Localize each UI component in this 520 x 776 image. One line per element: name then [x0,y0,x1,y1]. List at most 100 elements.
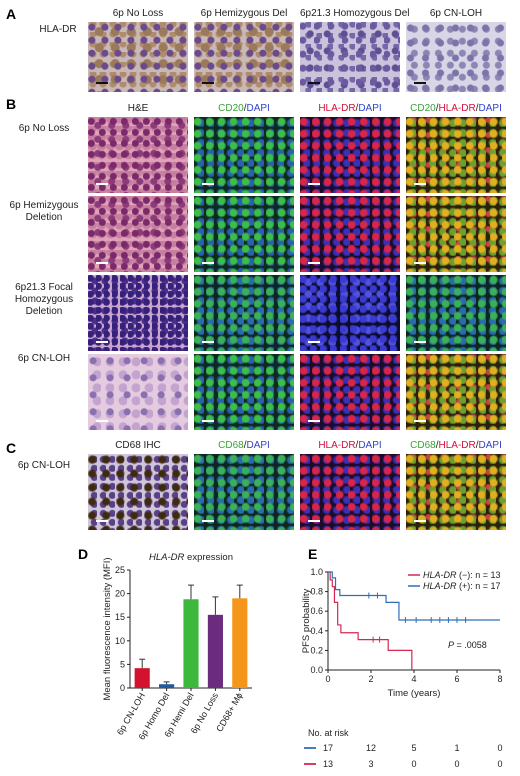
scale-bar [96,341,108,343]
label-cd68: CD68 [410,440,436,451]
panel-label-b: B [6,96,17,112]
panel-b-col-title-merge: CD20/HLA-DR/DAPI [406,103,506,114]
row-label-line: Deletion [25,212,63,223]
label-sep: / [355,103,359,114]
row-label-line: 6p21.3 Focal [15,282,73,293]
label-dapi: DAPI [246,440,270,451]
panel-b-col-title-he: H&E [127,103,149,114]
panel-b-image-he-cnloh [88,354,188,430]
legend-label: HLA-DR (−): n = 13 [423,570,501,580]
panel-label-c: C [6,440,17,456]
panel-b-image-he-homozygous [88,275,188,351]
bar [207,614,223,688]
risk-value: 12 [366,743,376,753]
panel-b-image-merge-homozygous [406,275,506,351]
p-value: P = .0058 [448,640,487,650]
label-cd68: CD68 [218,440,244,451]
panel-label-d: D [78,546,89,562]
label-cd20: CD20 [218,103,244,114]
panel-b-image-cd20-cnloh [194,354,294,430]
y-axis-label: PFS probability [301,589,312,654]
scale-bar [308,341,320,343]
legend-rest: (+): n = 17 [457,581,501,591]
panel-c-image-cd68 [194,454,294,530]
panel-b-image-he-hemizygous [88,196,188,272]
panel-c-col-title-merge: CD68/HLA-DR/DAPI [406,440,506,451]
legend-label: HLA-DR (+): n = 17 [423,581,501,591]
panel-a-image-no-loss [88,22,188,92]
label-hladr: HLA-DR [438,103,476,114]
panel-b-row-label-2: 6p Hemizygous Deletion [2,200,86,224]
y-tick-label: 10 [115,636,125,646]
risk-value: 13 [323,759,333,769]
survival-curve [328,571,500,621]
scale-bar [308,183,320,185]
label-dapi: DAPI [358,440,382,451]
risk-value: 0 [411,759,416,769]
risk-value: 5 [411,743,416,753]
y-tick-label: 5 [120,659,125,669]
label-sep: / [435,103,439,114]
panel-a-image-cnloh [406,22,506,92]
scale-bar [308,262,320,264]
panel-a-col-title-2: 6p Hemizygous Del [200,8,288,19]
label-sep: / [243,103,247,114]
y-tick-label: 0.6 [310,606,323,616]
bar [134,668,150,688]
y-tick-label: 1.0 [310,567,323,577]
panel-b-col-title-hladr: HLA-DR/DAPI [300,103,400,114]
panel-a-col-title-3: 6p21.3 Homozygous Del [300,8,410,19]
panel-a-row-label: HLA-DR [39,24,77,35]
x-tick-label: 6 [454,674,459,684]
legend-rest: (−): n = 13 [457,570,501,580]
row-label-line: Homozygous [14,294,74,305]
scale-bar [414,183,426,185]
x-axis-label: Time (years) [388,688,441,699]
label-hladr: HLA-DR [318,103,356,114]
panel-b-image-cd20-homozygous [194,275,294,351]
panel-b-image-he-no-loss [88,117,188,193]
scale-bar [202,520,214,522]
label-dapi: DAPI [478,103,502,114]
panel-c-col-title-hladr: HLA-DR/DAPI [300,440,400,451]
risk-value: 1 [454,743,459,753]
row-label-line: 6p CN-LOH [17,353,71,364]
scale-bar [308,420,320,422]
label-sep: / [243,440,247,451]
p-value-label: P [448,640,454,650]
y-tick-label: 0.8 [310,587,323,597]
panel-b-image-hladr-no-loss [300,117,400,193]
scale-bar [202,262,214,264]
panel-label-a: A [6,6,17,22]
scale-bar [96,82,108,84]
scale-bar [308,82,320,84]
panel-c-image-ihc [88,454,188,530]
scale-bar [414,420,426,422]
panel-b-image-merge-no-loss [406,117,506,193]
p-value-text: = .0058 [454,640,487,650]
scale-bar [96,420,108,422]
scale-bar [414,82,426,84]
y-tick-label: 0 [120,683,125,693]
label-sep: / [435,440,439,451]
y-tick-label: 15 [115,612,125,622]
panel-a-col-title-1: 6p No Loss [112,8,164,19]
label-cd20: CD20 [410,103,436,114]
label-hladr: HLA-DR [438,440,476,451]
panel-b-image-hladr-cnloh [300,354,400,430]
x-tick-label: 4 [411,674,416,684]
risk-value: 0 [497,759,502,769]
y-tick-label: 20 [115,589,125,599]
bar [159,684,175,688]
y-axis-label: Mean fluorescence intensity (MFI) [102,557,113,700]
panel-b-image-merge-hemizygous [406,196,506,272]
panel-b-image-hladr-hemizygous [300,196,400,272]
x-tick-label: 8 [497,674,502,684]
panel-b-row-label-1: 6p No Loss [2,123,86,135]
panel-b-image-cd20-hemizygous [194,196,294,272]
panel-e-km-plot: 0.0 0.2 0.4 0.6 0.8 1.0 0 2 4 6 8 Time (years) PFS p… [301,567,503,769]
panel-c-col-title-cd68: CD68/DAPI [194,440,294,451]
legend-italic: HLA-DR [423,581,457,591]
chart-title-rest: expression [184,552,233,563]
y-tick-label: 0.4 [310,626,323,636]
